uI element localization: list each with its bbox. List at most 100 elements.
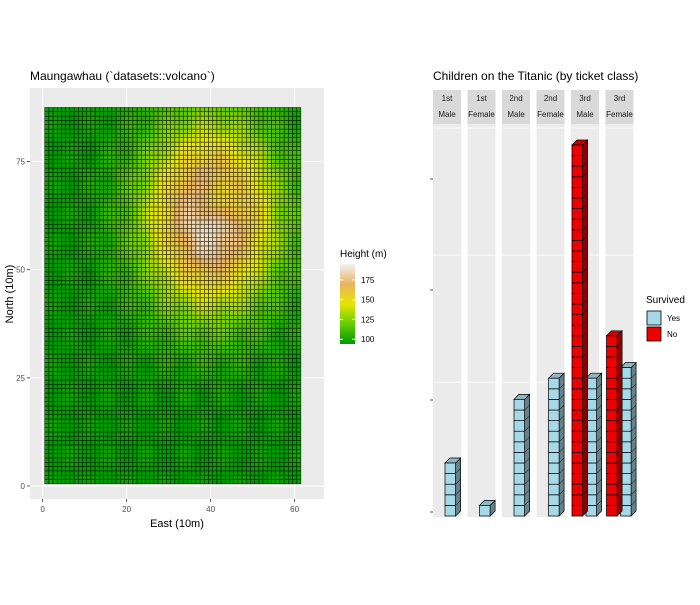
volcano-cell — [95, 146, 99, 150]
volcano-cell — [242, 116, 246, 120]
volcano-cell — [263, 207, 267, 211]
volcano-cell — [53, 155, 57, 159]
volcano-cell — [154, 155, 158, 159]
volcano-cell — [267, 281, 271, 285]
volcano-cell — [276, 259, 280, 263]
volcano-cell — [158, 220, 162, 224]
volcano-cell — [129, 436, 133, 440]
volcano-cell — [196, 168, 200, 172]
volcano-cell — [246, 268, 250, 272]
volcano-cell — [217, 428, 221, 432]
volcano-cell — [95, 120, 99, 124]
volcano-cell — [95, 458, 99, 462]
volcano-cell — [255, 380, 259, 384]
volcano-cell — [246, 337, 250, 341]
volcano-cell — [213, 337, 217, 341]
volcano-cell — [62, 250, 66, 254]
volcano-cell — [183, 237, 187, 241]
volcano-cell — [70, 289, 74, 293]
volcano-cell — [267, 423, 271, 427]
volcano-cell — [154, 203, 158, 207]
volcano-cell — [246, 138, 250, 142]
volcano-cell — [267, 332, 271, 336]
volcano-cell — [125, 294, 129, 298]
volcano-cell — [87, 116, 91, 120]
volcano-cell — [158, 393, 162, 397]
volcano-cell — [192, 419, 196, 423]
volcano-cell — [125, 107, 129, 111]
volcano-cell — [104, 436, 108, 440]
volcano-cell — [175, 129, 179, 133]
volcano-cell — [183, 471, 187, 475]
volcano-cell — [230, 302, 234, 306]
volcano-cell — [83, 138, 87, 142]
volcano-cell — [255, 389, 259, 393]
volcano-cell — [112, 363, 116, 367]
volcano-cell — [53, 449, 57, 453]
volcano-cell — [242, 285, 246, 289]
volcano-cell — [171, 328, 175, 332]
volcano-cell — [104, 272, 108, 276]
volcano-cell — [120, 211, 124, 215]
volcano-cell — [70, 298, 74, 302]
volcano-cell — [251, 268, 255, 272]
volcano-cell — [95, 419, 99, 423]
volcano-cell — [276, 410, 280, 414]
volcano-cell — [162, 190, 166, 194]
volcano-cell — [167, 350, 171, 354]
volcano-cell — [62, 341, 66, 345]
volcano-cell — [259, 259, 263, 263]
volcano-cell — [129, 250, 133, 254]
volcano-cell — [45, 129, 49, 133]
volcano-cell — [251, 449, 255, 453]
volcano-cell — [209, 449, 213, 453]
volcano-cell — [120, 146, 124, 150]
volcano-cell — [78, 259, 82, 263]
volcano-cell — [146, 428, 150, 432]
volcano-cell — [209, 410, 213, 414]
volcano-cell — [120, 229, 124, 233]
volcano-cell — [104, 203, 108, 207]
volcano-cell — [259, 120, 263, 124]
volcano-cell — [53, 229, 57, 233]
volcano-cell — [272, 471, 276, 475]
volcano-cell — [276, 415, 280, 419]
volcano-cell — [171, 384, 175, 388]
volcano-cell — [99, 354, 103, 358]
volcano-cell — [162, 475, 166, 479]
volcano-cell — [217, 203, 221, 207]
volcano-cell — [192, 194, 196, 198]
volcano-cell — [66, 159, 70, 163]
volcano-cell — [179, 328, 183, 332]
volcano-cell — [87, 389, 91, 393]
volcano-cell — [171, 237, 175, 241]
volcano-cell — [158, 423, 162, 427]
volcano-cell — [267, 298, 271, 302]
volcano-cell — [234, 475, 238, 479]
volcano-cell — [99, 164, 103, 168]
volcano-cell — [255, 384, 259, 388]
volcano-cell — [104, 259, 108, 263]
volcano-cell — [272, 164, 276, 168]
volcano-cell — [45, 198, 49, 202]
volcano-cell — [175, 345, 179, 349]
volcano-cell — [259, 332, 263, 336]
volcano-cell — [217, 259, 221, 263]
volcano-cell — [66, 107, 70, 111]
volcano-cell — [251, 276, 255, 280]
volcano-cell — [196, 454, 200, 458]
volcano-cell — [112, 467, 116, 471]
volcano-cell — [242, 384, 246, 388]
volcano-cell — [225, 185, 229, 189]
volcano-cell — [158, 263, 162, 267]
volcano-cell — [99, 389, 103, 393]
volcano-cell — [62, 410, 66, 414]
volcano-cell — [57, 467, 61, 471]
volcano-cell — [53, 151, 57, 155]
volcano-cell — [95, 324, 99, 328]
volcano-cell — [87, 436, 91, 440]
volcano-cell — [120, 107, 124, 111]
volcano-cell — [188, 268, 192, 272]
volcano-cell — [104, 168, 108, 172]
volcano-cell — [45, 467, 49, 471]
